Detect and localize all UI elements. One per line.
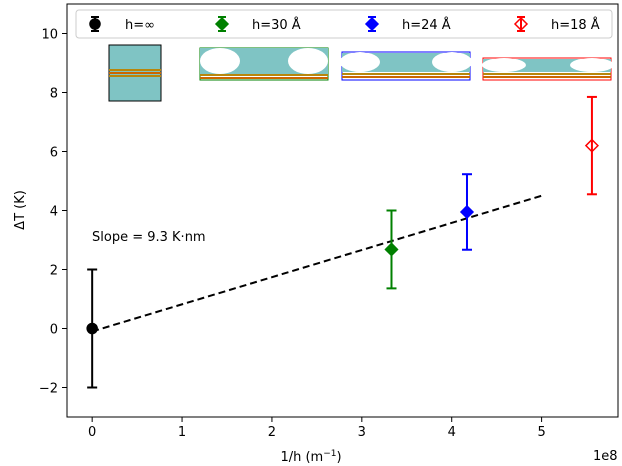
legend-marker [513,16,529,32]
x-tick-label: 4 [448,425,456,440]
data-point [384,242,399,257]
x-axis-label: 1/h (m−1) [280,449,341,465]
data-point [584,138,599,153]
data-marks [86,95,599,389]
snapshot-h-24 [340,51,472,81]
snapshot-h-30 [199,47,329,81]
y-tick-label: 2 [50,264,58,279]
legend-label: h=30 Å [252,17,301,33]
y-tick-label: 0 [50,323,58,338]
legend-label: h=18 Å [551,17,600,33]
data-point [459,204,475,220]
snapshot-h-inf [108,44,162,102]
legend-frame [75,9,613,39]
snapshot-h-18 [482,57,614,81]
x-tick-label: 5 [537,425,545,440]
x-tick-label: 0 [88,425,96,440]
legend-label: h=24 Å [402,17,451,33]
y-tick-label: 4 [50,205,58,220]
legend-label: h=∞ [125,18,155,33]
legend-marker [214,16,230,32]
snapshot-insets [108,44,614,102]
y-tick-label: −2 [39,382,58,397]
legend-marker [89,18,101,30]
x-offset-text: 1e8 [593,449,618,464]
y-tick-label: 8 [50,87,58,102]
slope-annotation: Slope = 9.3 K·nm [92,230,206,245]
x-tick-label: 3 [358,425,366,440]
x-tick-label: 1 [178,425,186,440]
x-tick-label: 2 [268,425,276,440]
y-tick-label: 6 [50,146,58,161]
axis-ticks: 0 1 2 3 4 5 −2 0 2 4 6 8 10 [39,28,546,441]
legend-marker [364,16,380,32]
y-tick-label: 10 [41,28,58,43]
data-point [86,322,98,335]
legend: h=∞ h=30 Å h=24 Å h=18 Å [75,9,613,39]
y-axis-label: ΔT (K) [13,190,28,230]
